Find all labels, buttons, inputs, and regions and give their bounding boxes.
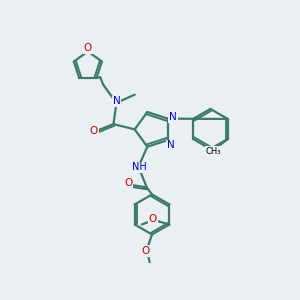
- Text: O: O: [124, 178, 133, 188]
- Text: O: O: [90, 126, 98, 136]
- Text: O: O: [141, 246, 149, 256]
- Text: N: N: [169, 112, 177, 122]
- Text: N: N: [112, 96, 120, 106]
- Text: N: N: [167, 140, 175, 150]
- Text: O: O: [148, 214, 157, 224]
- Text: CH₃: CH₃: [205, 147, 221, 156]
- Text: O: O: [84, 43, 92, 53]
- Text: NH: NH: [132, 162, 146, 172]
